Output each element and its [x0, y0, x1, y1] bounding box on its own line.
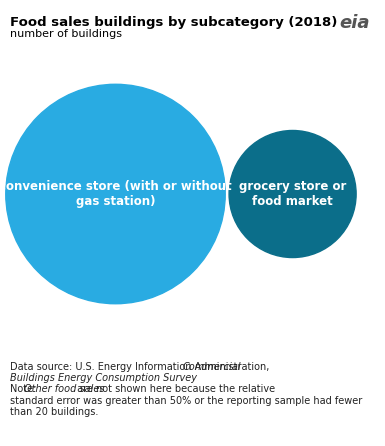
Text: eia: eia	[339, 14, 370, 32]
Text: are not shown here because the relative: are not shown here because the relative	[74, 384, 275, 394]
Text: Data source: U.S. Energy Information Administration,: Data source: U.S. Energy Information Adm…	[10, 362, 272, 372]
Text: standard error was greater than 50% or the reporting sample had fewer: standard error was greater than 50% or t…	[10, 396, 362, 405]
Circle shape	[229, 131, 356, 257]
Circle shape	[6, 84, 225, 304]
Text: Note:: Note:	[10, 384, 39, 394]
Text: Buildings Energy Consumption Survey: Buildings Energy Consumption Survey	[10, 373, 197, 383]
Text: number of buildings: number of buildings	[10, 29, 122, 39]
Text: than 20 buildings.: than 20 buildings.	[10, 407, 98, 417]
Text: Commercial: Commercial	[183, 362, 241, 372]
Text: grocery store or
food market: grocery store or food market	[239, 180, 346, 208]
Text: Other food sales: Other food sales	[24, 384, 104, 394]
Text: Food sales buildings by subcategory (2018): Food sales buildings by subcategory (201…	[10, 16, 337, 29]
Text: convenience store (with or without
gas station): convenience store (with or without gas s…	[0, 180, 232, 208]
